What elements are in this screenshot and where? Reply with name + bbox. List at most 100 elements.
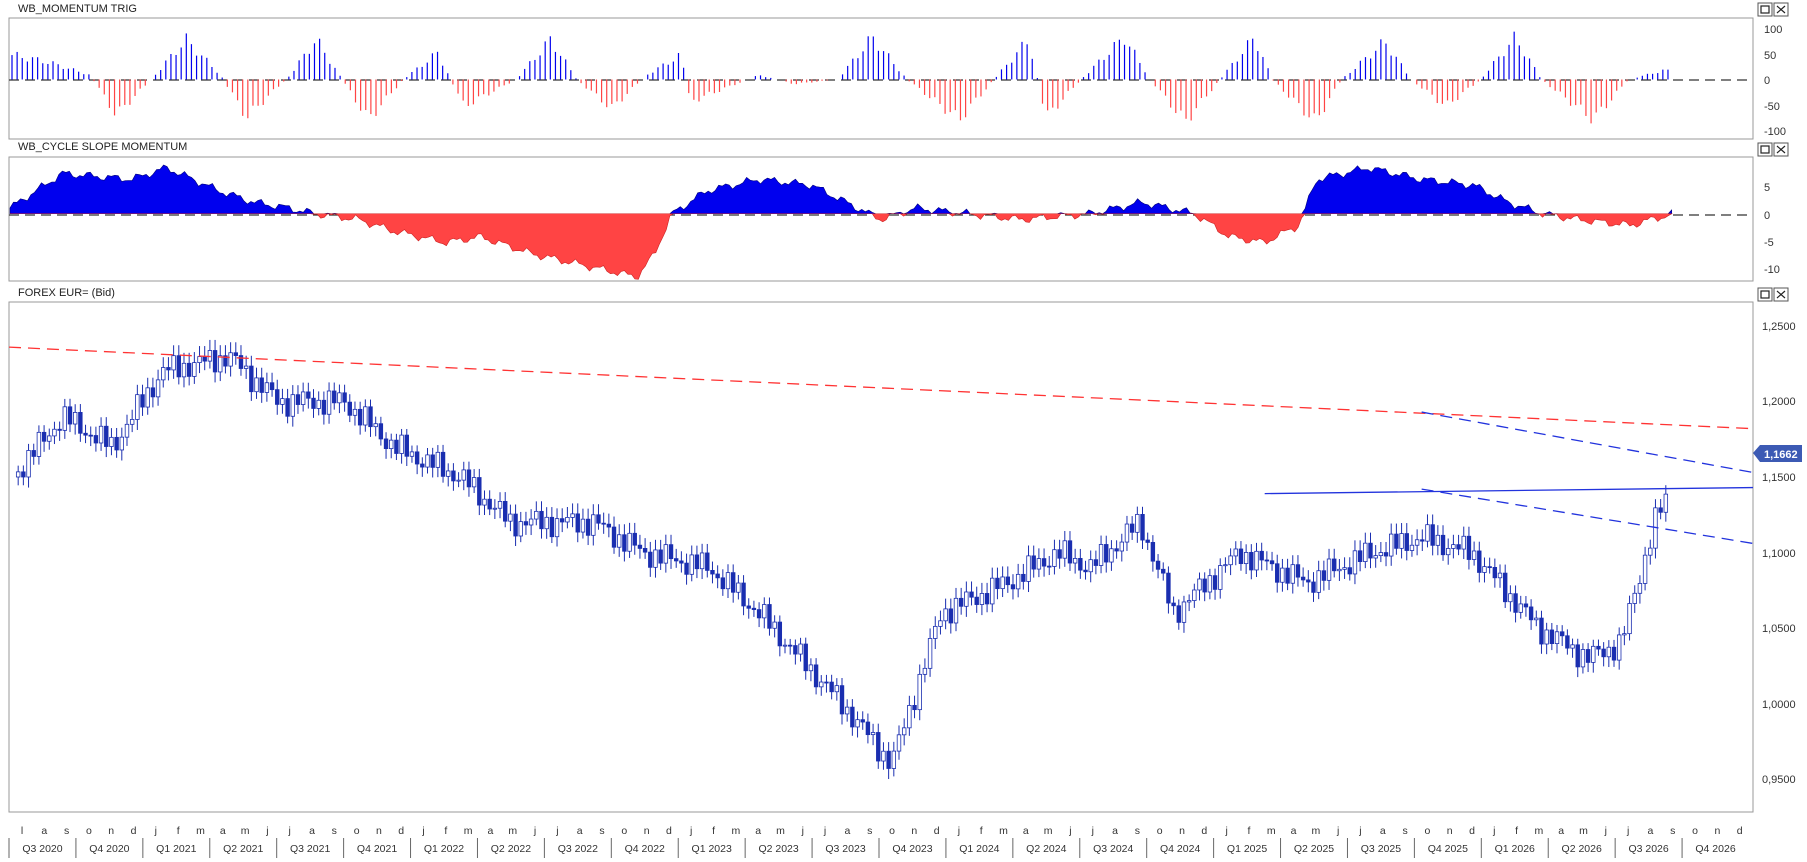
candle-body <box>326 390 332 415</box>
month-tick-label: m <box>1267 825 1276 837</box>
candle-body <box>1471 550 1477 560</box>
month-tick-label: a <box>1558 825 1564 837</box>
candle-body <box>83 432 88 436</box>
candle-body <box>1233 548 1238 557</box>
candle-body <box>62 406 68 431</box>
candle-body <box>575 513 580 533</box>
candle-body <box>767 604 772 629</box>
month-tick-label: n <box>108 825 114 837</box>
candle-body <box>653 549 658 568</box>
month-tick-label: j <box>1224 825 1227 837</box>
candle-body <box>1197 578 1202 591</box>
month-tick-label: f <box>1247 825 1250 837</box>
month-tick-label: d <box>398 825 404 837</box>
candle-body <box>264 382 270 393</box>
candle-body <box>135 394 140 420</box>
candle-body <box>513 513 518 537</box>
month-tick-label: o <box>1157 825 1163 837</box>
quarter-tick-label: Q4 2022 <box>625 843 665 855</box>
candle-body <box>1585 649 1591 663</box>
candle-body <box>1544 629 1549 645</box>
candle-body <box>658 549 663 564</box>
candle-body <box>1373 555 1378 559</box>
month-tick-label: d <box>1201 825 1207 837</box>
candle-body <box>746 605 751 609</box>
candle-body <box>1616 634 1622 661</box>
month-tick-label: j <box>1358 825 1361 837</box>
candle-body <box>933 625 938 639</box>
month-tick-label: j <box>555 825 558 837</box>
resistance-line <box>8 346 1754 430</box>
candle-body <box>1264 559 1270 562</box>
close-icon <box>1776 145 1786 154</box>
quarter-tick-label: Q2 2023 <box>758 843 798 855</box>
momentum-ytick-label: 0 <box>1764 75 1770 87</box>
candle-body <box>104 425 109 447</box>
candle-body <box>15 471 21 478</box>
candle-body <box>1176 605 1181 623</box>
quarter-tick-label: Q1 2026 <box>1495 843 1535 855</box>
price-ytick-label: 1,1000 <box>1762 548 1796 560</box>
candle-body <box>404 434 409 457</box>
candle-body <box>285 398 290 417</box>
candle-body <box>839 685 845 715</box>
price-maximize-button[interactable] <box>1757 287 1773 302</box>
quarter-tick-label: Q2 2022 <box>491 843 531 855</box>
candle-body <box>150 387 156 398</box>
candle-body <box>772 621 777 629</box>
price-close-button[interactable] <box>1773 287 1789 302</box>
candle-body <box>1062 540 1067 559</box>
month-tick-label: n <box>376 825 382 837</box>
candle-body <box>829 681 834 693</box>
momentum-close-button[interactable] <box>1773 2 1789 17</box>
candle-body <box>337 392 342 404</box>
candle-body <box>98 425 104 444</box>
quarter-tick-label: Q2 2026 <box>1562 843 1602 855</box>
candle-body <box>1254 550 1259 571</box>
candle-body <box>1347 567 1352 575</box>
quarter-tick-label: Q4 2024 <box>1160 843 1200 855</box>
quarter-tick-label: Q2 2024 <box>1026 843 1066 855</box>
cycle-ytick-label: 5 <box>1764 182 1770 194</box>
month-tick-label: a <box>309 825 315 837</box>
candle-body <box>808 664 814 672</box>
month-tick-label: m <box>776 825 785 837</box>
candle-body <box>347 401 352 416</box>
candle-body <box>1534 617 1539 621</box>
candle-body <box>1109 548 1114 563</box>
month-tick-label: s <box>1670 825 1675 837</box>
cycle-ytick-label: 0 <box>1764 210 1770 222</box>
candle-body <box>736 582 741 593</box>
candle-body <box>668 544 674 560</box>
price-candles <box>15 339 1669 780</box>
candle-body <box>140 394 145 408</box>
candle-body <box>1409 544 1415 551</box>
candle-body <box>363 406 368 426</box>
month-tick-label: n <box>1447 825 1453 837</box>
candle-body <box>1477 550 1482 573</box>
month-tick-label: d <box>1737 825 1743 837</box>
quarter-tick-label: Q1 2024 <box>959 843 999 855</box>
candle-body <box>332 390 337 404</box>
candle-body <box>249 365 254 393</box>
month-tick-label: m <box>464 825 473 837</box>
cycle-slope-close-button[interactable] <box>1773 142 1789 157</box>
candle-body <box>461 469 466 481</box>
candle-body <box>1000 576 1005 590</box>
candle-body <box>1166 572 1171 604</box>
month-tick-label: m <box>508 825 517 837</box>
cycle-slope-maximize-button[interactable] <box>1757 142 1773 157</box>
candle-body <box>663 544 669 564</box>
candle-body <box>21 471 26 478</box>
candle-body <box>679 560 684 564</box>
candle-body <box>223 355 228 367</box>
candle-body <box>1326 558 1332 581</box>
quarter-tick-label: Q3 2022 <box>558 843 598 855</box>
cycle-ytick-label: -10 <box>1764 264 1780 276</box>
candle-body <box>300 391 306 405</box>
month-tick-label: n <box>644 825 650 837</box>
candle-body <box>482 498 487 506</box>
candle-body <box>1446 548 1451 556</box>
momentum-maximize-button[interactable] <box>1757 2 1773 17</box>
